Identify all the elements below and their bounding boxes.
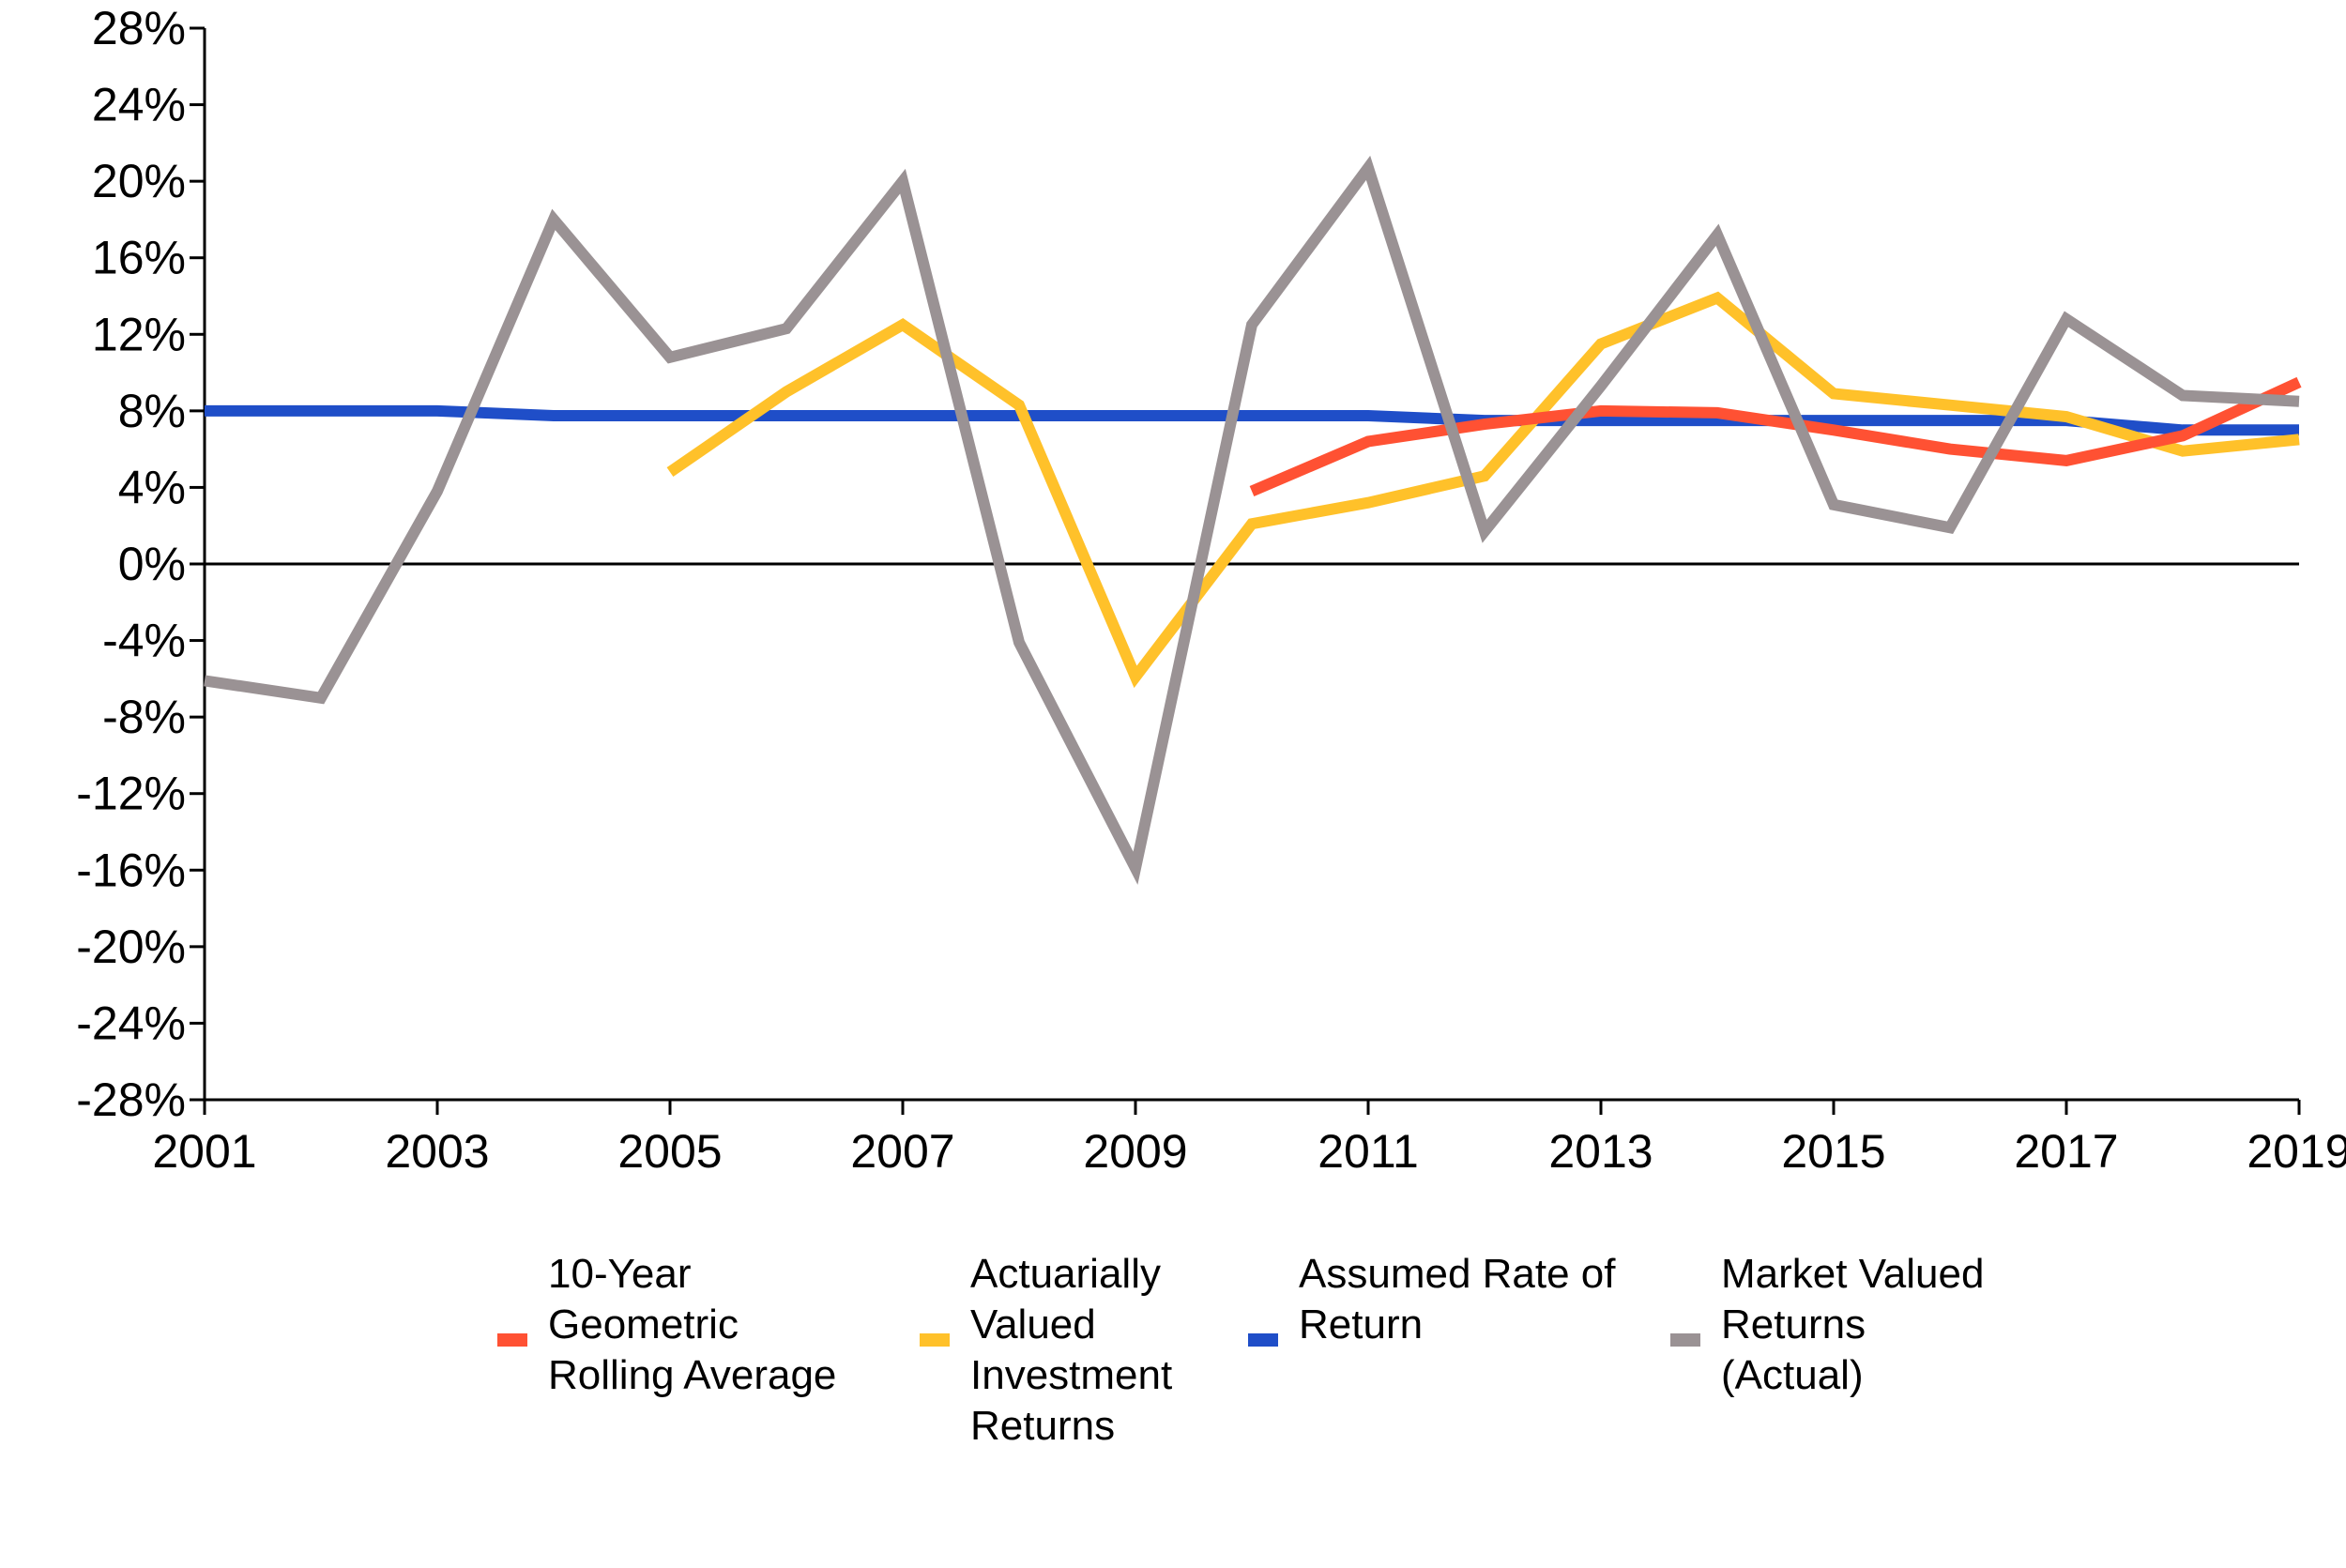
y-tick-label: -28% [76,1073,186,1126]
x-tick-label: 2007 [850,1125,954,1178]
y-tick-label: -12% [76,768,186,820]
legend-label: Investment [970,1352,1172,1398]
y-tick-label: 24% [92,79,186,131]
y-tick-label: 0% [118,538,186,590]
legend-swatch [1248,1333,1278,1347]
legend-item-10-year-geometric-rolling-average: 10-Year Geometric Rolling Average [497,1251,836,1398]
series-line-10-year-geometric-rolling-average [1249,376,2302,497]
x-tick-label: 2009 [1083,1125,1187,1178]
legend-swatch [1670,1333,1700,1347]
legend-swatch [920,1333,950,1347]
y-tick-label: -4% [102,615,186,667]
legend-label: (Actual) [1721,1352,1864,1398]
legend-label: Assumed Rate of [1299,1251,1616,1297]
legend-label: Market Valued [1721,1251,1984,1297]
legend-label: Returns [970,1403,1115,1449]
series-line-market-valued-returns-actual [204,155,2300,885]
x-tick-label: 2011 [1318,1125,1419,1178]
y-tick-label: 12% [92,308,186,360]
axes: 28% 24% 20% 16% 12% 8% 4% 0% -4% -8% -12% -16% -20% -… [76,2,2346,1178]
legend-item-actuarially-valued-investment-returns: Actuarially Valued Investment Returns [920,1251,1172,1449]
y-tick-label: 8% [118,385,186,437]
legend-item-assumed-rate-of-return: Assumed Rate of Return [1248,1251,1616,1347]
y-tick-label: -20% [76,921,186,973]
series-line-assumed-rate-of-return [205,404,2299,436]
y-tick-label: -8% [102,691,186,743]
legend-label: Valued [970,1302,1096,1347]
series-lines [204,155,2302,885]
legend-label: Returns [1721,1302,1866,1347]
legend-swatch [497,1333,527,1347]
x-tick-label: 2015 [1781,1125,1885,1178]
x-tick-label: 2017 [2014,1125,2118,1178]
y-tick-label: 20% [92,155,186,207]
x-tick-label: 2013 [1548,1125,1653,1178]
y-tick-label: 4% [118,461,186,513]
x-tick-label: 2003 [385,1125,489,1178]
legend-label: Return [1299,1302,1423,1347]
y-tick-label: -16% [76,844,186,896]
x-tick-label: 2005 [617,1125,722,1178]
y-tick-label: 16% [92,232,186,284]
legend-label: 10-Year [548,1251,692,1297]
series-line-actuarially-valued-investment-returns [666,291,2300,689]
x-tick-label: 2019 [2247,1125,2346,1178]
legend-label: Actuarially [970,1251,1161,1297]
legend-label: Geometric [548,1302,739,1347]
y-tick-label: -24% [76,997,186,1049]
x-tick-label: 2001 [152,1125,256,1178]
legend-item-market-valued-returns-actual: Market Valued Returns (Actual) [1670,1251,1984,1398]
legend-label: Rolling Average [548,1352,836,1398]
legend: 10-Year Geometric Rolling Average Actuarial… [497,1251,1984,1449]
y-tick-label: 28% [92,2,186,54]
